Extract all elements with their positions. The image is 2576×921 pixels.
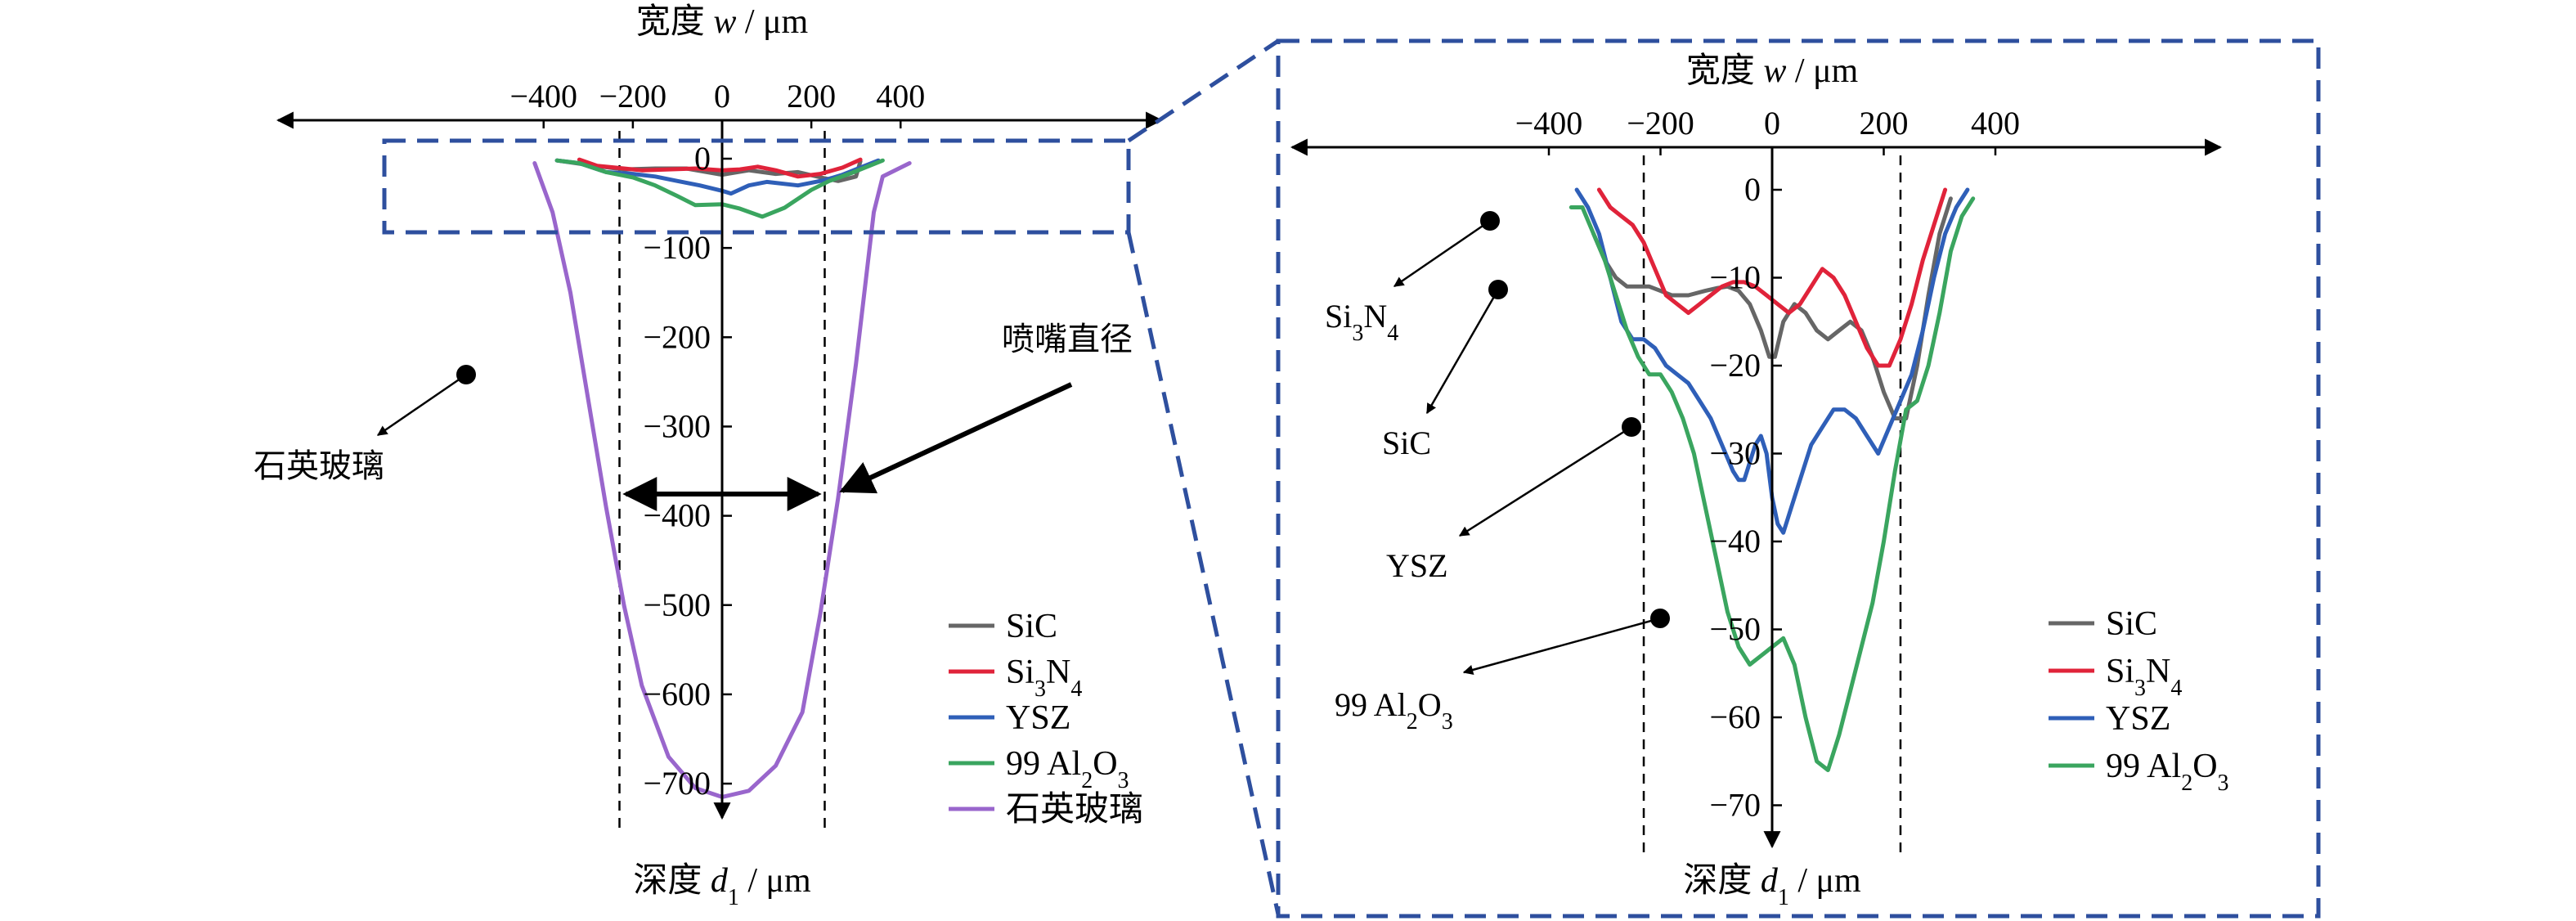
left-chart-panel: −400 −200 0 200 400 0 −100 −200 −300 −400 −500 −600… bbox=[254, 2, 1164, 910]
y-tick-label: −300 bbox=[643, 407, 711, 444]
callout-arrow-Si3N4 bbox=[1393, 219, 1491, 288]
series-line-YSZ bbox=[1574, 187, 1970, 535]
callout-arrow-SiC bbox=[1425, 289, 1500, 415]
y-tick-label: −500 bbox=[643, 586, 711, 623]
x-tick-label: 400 bbox=[1971, 105, 2020, 142]
x-axis-title: 宽度 w / μm bbox=[636, 2, 809, 41]
callout-label-YSZ: YSZ bbox=[1386, 547, 1448, 584]
legend-label-SiC: SiC bbox=[2106, 605, 2157, 643]
y-tick-label: −70 bbox=[1709, 787, 1761, 824]
legend-label-SiC: SiC bbox=[1006, 608, 1057, 645]
x-tick-label: 0 bbox=[714, 78, 730, 115]
series-line-SiC bbox=[1591, 196, 1953, 420]
x-tick-label: 200 bbox=[1860, 105, 1909, 142]
y-tick-label: −50 bbox=[1709, 611, 1761, 648]
legend-label-Al2O3: 99 Al2O3 bbox=[2106, 748, 2229, 796]
legend-label-YSZ: YSZ bbox=[2106, 700, 2170, 738]
x-tick-label: −200 bbox=[1627, 105, 1694, 142]
x-tick-label: 0 bbox=[1764, 105, 1780, 142]
y-tick-label: −20 bbox=[1709, 347, 1761, 384]
zoom-connector-top bbox=[1127, 38, 1280, 143]
y-tick-label: −600 bbox=[643, 676, 711, 712]
legend-label-quartz: 石英玻璃 bbox=[1006, 791, 1143, 829]
y-tick-label: −700 bbox=[643, 765, 711, 802]
y-tick-label: −60 bbox=[1709, 699, 1761, 735]
y-tick-label: −10 bbox=[1709, 259, 1761, 296]
quartz-callout-arrow bbox=[376, 373, 467, 437]
x-tick-label: 200 bbox=[787, 78, 836, 115]
quartz-callout-label: 石英玻璃 bbox=[254, 447, 384, 484]
callout-label-SiC: SiC bbox=[1382, 425, 1431, 461]
x-tick-label: −200 bbox=[599, 78, 667, 115]
x-tick-label: −400 bbox=[1515, 105, 1583, 142]
callout-label-Al2O3: 99 Al2O3 bbox=[1335, 686, 1453, 735]
zoom-frames bbox=[382, 38, 2321, 919]
y-tick-label: −40 bbox=[1709, 523, 1761, 559]
y-tick-label: −100 bbox=[643, 229, 711, 266]
y-axis-title: 深度 d1 / μm bbox=[633, 862, 811, 910]
legend-label-Si3N4: Si3N4 bbox=[1006, 654, 1082, 702]
right-chart-panel: −400 −200 0 200 400 0 −10 −20 −30 −40 −50 −60 −70 宽度 … bbox=[1290, 52, 2229, 910]
y-tick-label: 0 bbox=[1744, 171, 1761, 208]
callout-label-Si3N4: Si3N4 bbox=[1325, 298, 1398, 346]
zoom-connector-bottom bbox=[1126, 231, 1281, 915]
y-tick-label: −200 bbox=[643, 318, 711, 355]
y-tick-label: −30 bbox=[1709, 435, 1761, 472]
y-tick-label: 0 bbox=[694, 140, 711, 177]
x-tick-label: 400 bbox=[876, 78, 925, 115]
x-axis-title: 宽度 w / μm bbox=[1686, 52, 1859, 90]
legend-label-Al2O3: 99 Al2O3 bbox=[1006, 745, 1129, 793]
nozzle-diameter-label: 喷嘴直径 bbox=[1002, 321, 1133, 357]
x-tick-label: −400 bbox=[509, 78, 577, 115]
y-axis-title: 深度 d1 / μm bbox=[1683, 862, 1861, 910]
series-line-Si3N4 bbox=[577, 157, 863, 179]
y-tick-label: −400 bbox=[643, 497, 711, 534]
callout-arrow-YSZ bbox=[1458, 425, 1632, 537]
callout-arrow-Al2O3 bbox=[1462, 617, 1661, 676]
legend-label-Si3N4: Si3N4 bbox=[2106, 653, 2182, 701]
nozzle-diameter-pointer bbox=[839, 382, 1073, 494]
legend-label-YSZ: YSZ bbox=[1006, 699, 1070, 737]
zoom-target-frame bbox=[1276, 38, 2321, 919]
zoom-source-box bbox=[382, 138, 1131, 235]
